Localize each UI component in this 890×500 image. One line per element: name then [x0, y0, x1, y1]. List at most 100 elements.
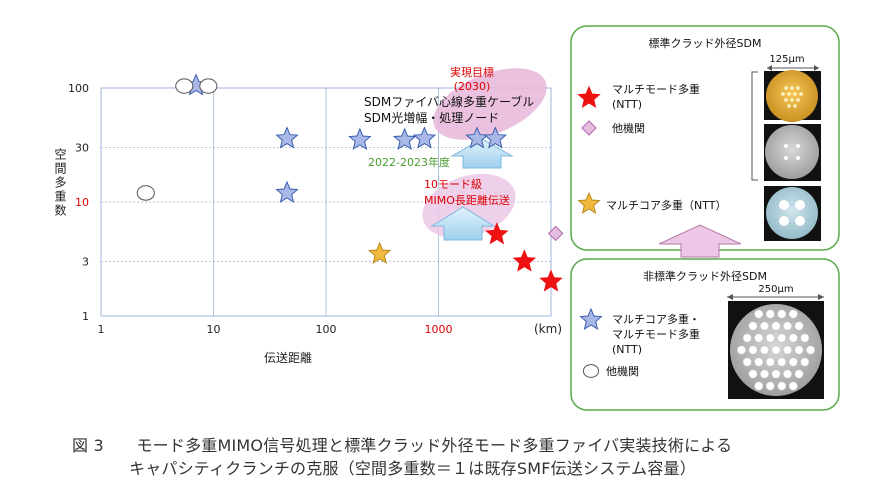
y-tick-label: 3 [82, 256, 89, 269]
core-dot [787, 92, 791, 96]
panel-nonstandard-title: 非標準クラッド外径SDM [643, 269, 767, 283]
legend-other-std-label: 他機関 [612, 121, 645, 135]
legend-star-org: (NTT) [612, 343, 642, 356]
core-dot [794, 321, 804, 331]
data-point-star [512, 249, 537, 272]
core-dot [794, 369, 804, 379]
x-axis-label: 伝送距離 [264, 350, 312, 365]
core-dot [765, 357, 775, 367]
data-point-star [412, 126, 437, 149]
figure-caption-line-2: キャパシティクランチの克服（空間多重数＝１は既存SMF伝送システム容量） [129, 455, 696, 479]
progress-arrow-lower [430, 206, 496, 241]
data-point-star [485, 222, 509, 245]
core-dot [771, 321, 781, 331]
core-dot [771, 345, 781, 355]
core-dot [771, 369, 781, 379]
panel-standard: 標準クラッド外径SDM 125μm マルチモード多重 (NTT) 他機関 マルチ… [570, 25, 840, 251]
core-dot [759, 369, 770, 379]
core-dot [754, 309, 764, 319]
core-dot [800, 333, 810, 343]
data-markers [136, 73, 564, 292]
core-dot [799, 92, 803, 96]
core-dot [748, 369, 758, 379]
period-label: 2022-2023年度 [368, 155, 450, 169]
core-dot [782, 345, 793, 355]
core-dot [790, 98, 794, 102]
x-tick-label: 1 [98, 323, 105, 336]
core-dot [765, 309, 775, 319]
core-dot [759, 345, 770, 355]
core-dot [742, 357, 752, 367]
legend-mc-label: マルチコア多重（NTT） [606, 198, 726, 212]
legend-mm-star-icon [577, 85, 601, 108]
core-dot [748, 321, 758, 331]
core-dot [777, 309, 787, 319]
caption-text-1: モード多重MIMO信号処理と標準クラッド外径モード多重ファイバ実装技術による [136, 436, 733, 455]
core-dot [796, 98, 800, 102]
legend-star-line-2: マルチモード多重 [612, 327, 700, 341]
core-dot [793, 92, 797, 96]
fiber-image-bracket [751, 71, 758, 181]
core-dot [782, 321, 793, 331]
core-dot [796, 86, 800, 90]
y-tick-label: 1 [82, 310, 89, 323]
core-dot [790, 86, 794, 90]
data-point-circle [175, 78, 194, 94]
core-dot [765, 333, 775, 343]
core-dot [754, 381, 764, 391]
panel-up-arrow [658, 224, 742, 258]
legend-mc-star-icon [577, 191, 601, 214]
legend-star-line-1: マルチコア多重・ [612, 312, 700, 326]
y-tick-labels: 1 3 10 30 100 [68, 82, 89, 323]
data-point-star [275, 126, 299, 149]
target-line-1: SDMファイバ心線多重ケーブル [364, 94, 534, 109]
legend-mm-org: (NTT) [612, 98, 642, 111]
x-tick-labels: 1 10 100 1000 [98, 323, 453, 336]
target-line-2: SDM光増幅・処理ノード [364, 110, 499, 125]
fiber-image-mm-gold [766, 70, 818, 122]
fiber-image-mm-grey-cores [784, 144, 800, 160]
legend-mm-label: マルチモード多重 [612, 82, 700, 96]
x-tick-label: 10 [207, 323, 221, 336]
core-dot [800, 357, 810, 367]
data-point-star [367, 241, 392, 264]
legend-other-diamond-icon [581, 120, 597, 136]
core-dot [793, 104, 797, 108]
dimension-125-label: 125μm [769, 54, 804, 65]
core-dot [754, 357, 764, 367]
core-dot [784, 98, 788, 102]
figure-caption-line-1: 図 3 モード多重MIMO信号処理と標準クラッド外径モード多重ファイバ実装技術に… [72, 432, 732, 456]
target-year: (2030) [454, 80, 491, 93]
y-tick-label: 10 [75, 196, 89, 209]
core-dot [748, 345, 758, 355]
tenmode-line-2: MIMO長距離伝送 [424, 193, 510, 207]
core-dot [782, 369, 793, 379]
core-dot [777, 333, 787, 343]
core-dot [788, 309, 798, 319]
fiber-image-mc [766, 187, 818, 239]
panel-standard-title: 標準クラッド外径SDM [649, 36, 762, 50]
core-dot [784, 86, 788, 90]
data-point-star [539, 269, 563, 292]
core-dot [777, 381, 787, 391]
data-point-circle [199, 78, 218, 94]
data-point-star [392, 127, 417, 150]
legend-other-non-label: 他機関 [606, 364, 639, 378]
core-dot [759, 321, 770, 331]
x-axis-unit: (km) [534, 322, 562, 336]
fiber-image-mm-grey [765, 125, 819, 179]
caption-text-2: キャパシティクランチの克服（空間多重数＝１は既存SMF伝送システム容量） [129, 459, 696, 478]
progress-arrow-upper [450, 138, 514, 169]
core-dot [742, 333, 752, 343]
panel-standard-legend [577, 85, 601, 214]
target-highlight-ellipse [433, 68, 547, 140]
fiber-image-mc-cores [779, 200, 805, 226]
fiber-image-mm-gold-cores [781, 86, 803, 108]
dimension-250-label: 250μm [758, 284, 793, 295]
panel-nonstandard-legend [579, 307, 603, 378]
x-tick-label: 1000 [425, 323, 453, 336]
y-axis-label: 空間多重数 [53, 148, 67, 218]
target-title: 実現目標 [450, 65, 494, 79]
core-dot [765, 381, 775, 391]
